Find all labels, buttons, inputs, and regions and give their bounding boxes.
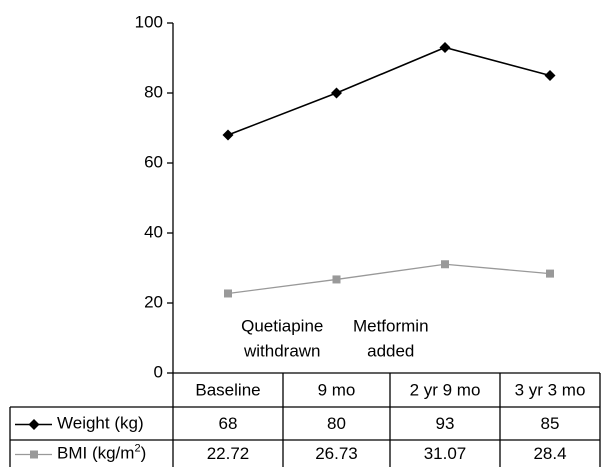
y-tick-label: 80: [144, 82, 163, 101]
legend-marker-bmi: [30, 450, 38, 459]
data-point-weight: [439, 42, 451, 53]
table-value-1: 28.4: [533, 444, 566, 463]
data-point-weight: [222, 129, 234, 141]
data-point-bmi: [546, 269, 554, 278]
data-point-bmi: [224, 289, 232, 298]
annotation-line-0: Quetiapine: [241, 316, 323, 335]
table-value-1: 26.73: [315, 444, 358, 463]
data-point-bmi: [332, 275, 341, 284]
annotation-line-0: withdrawn: [243, 341, 321, 360]
table-value-0: 93: [436, 414, 455, 433]
y-tick-label: 0: [154, 362, 163, 381]
table-value-0: 85: [541, 414, 560, 433]
data-point-weight: [544, 70, 556, 81]
annotation-line-1: added: [367, 341, 414, 360]
y-tick-label: 40: [144, 222, 163, 241]
data-point-weight: [331, 87, 342, 99]
y-tick-label: 60: [144, 152, 163, 171]
table-value-0: 80: [327, 414, 346, 433]
table-value-0: 68: [219, 414, 238, 433]
series-name-1: BMI (kg/m2): [57, 442, 146, 463]
series-line-0: [227, 46, 551, 136]
y-tick-label: 100: [135, 12, 163, 31]
series-name-0: Weight (kg): [57, 414, 144, 433]
series-line-1: [227, 263, 551, 295]
table-value-1: 22.72: [207, 444, 250, 463]
data-point-bmi: [441, 260, 449, 269]
table-value-1: 31.07: [424, 444, 467, 463]
category-label: 9 mo: [318, 380, 356, 399]
legend-marker-weight: [28, 419, 40, 430]
category-label: 2 yr 9 mo: [410, 380, 481, 399]
category-label: Baseline: [195, 380, 260, 399]
y-tick-label: 20: [144, 292, 163, 311]
category-label: 3 yr 3 mo: [515, 380, 586, 399]
annotation-line-1: Metformin: [353, 316, 429, 335]
